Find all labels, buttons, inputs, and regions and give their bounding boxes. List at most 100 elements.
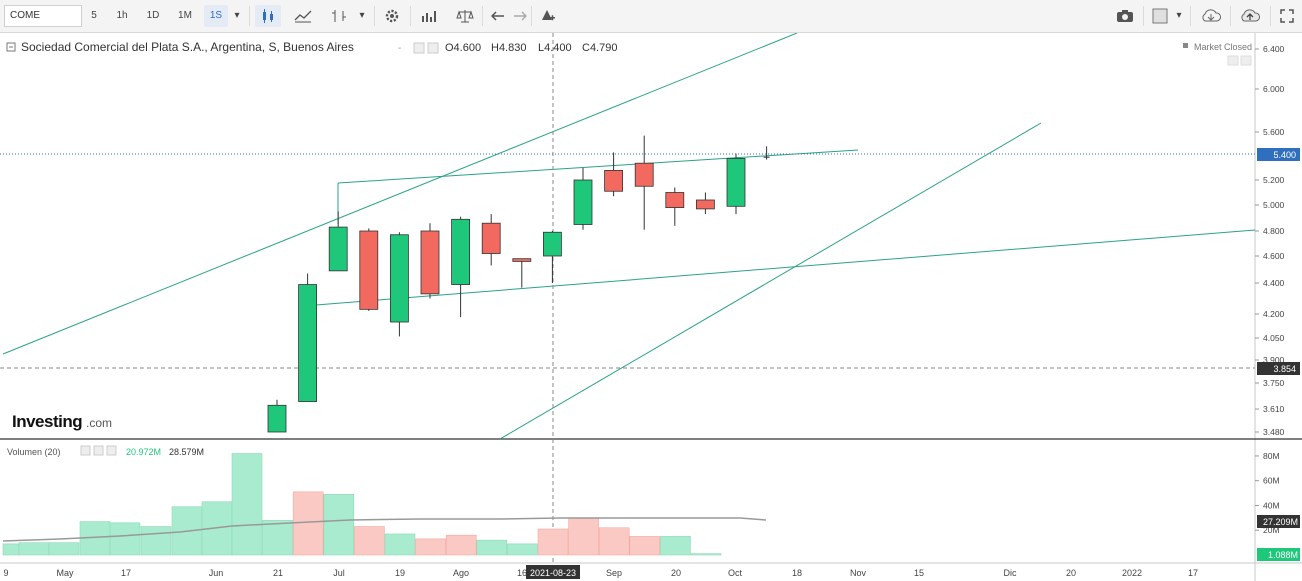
- legend-dropdown-icon[interactable]: ‐: [398, 43, 401, 54]
- indicators-icon[interactable]: [416, 5, 442, 27]
- interval-1h-button[interactable]: 1h: [116, 10, 128, 21]
- volume-bar: [354, 526, 385, 556]
- camera-icon[interactable]: [1112, 5, 1138, 27]
- last-price-badge: 5.400: [1257, 148, 1300, 161]
- volume-ma-line: [2, 517, 767, 542]
- price-tick-label: 3.750: [1263, 378, 1285, 388]
- price-tick-label: 4.600: [1263, 251, 1285, 261]
- legend-title: Sociedad Comercial del Plata S.A., Argen…: [21, 40, 354, 54]
- candle-body[interactable]: [726, 158, 746, 207]
- time-tick-label: 2022: [1122, 568, 1142, 578]
- candle-body[interactable]: [512, 258, 532, 262]
- candles-icon[interactable]: [255, 5, 281, 27]
- volume-bar: [690, 553, 722, 556]
- volume-close-icon[interactable]: [106, 445, 117, 456]
- trendline-top[interactable]: [337, 149, 859, 184]
- time-tick-label: Sep: [606, 568, 622, 578]
- trendline-drawings[interactable]: [2, 33, 1256, 440]
- volume-bar: [109, 522, 141, 556]
- candles-series[interactable]: [267, 135, 770, 433]
- interval-dropdown-icon[interactable]: ▾: [234, 10, 240, 21]
- interval-1s-button[interactable]: 1S: [204, 5, 228, 27]
- market-status: Market Closed: [1194, 42, 1252, 52]
- cloud-download-icon[interactable]: [1196, 5, 1226, 27]
- symbol-input[interactable]: COME: [4, 5, 82, 27]
- scroll-right-icon[interactable]: [1240, 55, 1252, 66]
- volume-bar: [629, 536, 661, 556]
- price-tick-label: 4.200: [1263, 309, 1285, 319]
- price-pane[interactable]: [0, 33, 1255, 439]
- time-tick-label: May: [56, 568, 74, 578]
- time-tick-label: 17: [1188, 568, 1198, 578]
- scroll-left-icon[interactable]: [1227, 55, 1239, 66]
- candle-body[interactable]: [604, 169, 623, 192]
- volume-bar: [18, 542, 50, 556]
- area-chart-icon[interactable]: [290, 5, 316, 27]
- layout-dropdown-icon[interactable]: ▾: [1176, 10, 1182, 21]
- candle-body[interactable]: [298, 284, 318, 402]
- compare-scale-icon[interactable]: [452, 5, 478, 27]
- legend-settings-icon[interactable]: [413, 42, 425, 54]
- volume-legend: Volumen (20) 20.972M 28.579M: [7, 445, 204, 457]
- chart-type-dropdown-icon[interactable]: ▾: [359, 10, 365, 21]
- volume-bar: [445, 534, 477, 556]
- candle-body[interactable]: [481, 222, 501, 254]
- volume-bar: [140, 526, 172, 556]
- legend-close-icon[interactable]: [427, 42, 439, 54]
- candle-body[interactable]: [543, 231, 562, 257]
- volume-bar: [2, 543, 20, 556]
- trendline-steep[interactable]: [499, 122, 1042, 440]
- candle-body[interactable]: [665, 192, 685, 208]
- volume-ma-badge: 27.209M: [1257, 515, 1300, 528]
- candle-body[interactable]: [389, 234, 409, 323]
- volume-bar: [537, 528, 569, 556]
- fullscreen-icon[interactable]: [1276, 5, 1298, 27]
- price-chart[interactable]: 6.400 6.000 5.600 5.200 5.000 4.800 4.600 4.400…: [0, 33, 1302, 581]
- cloud-upload-icon[interactable]: [1235, 5, 1265, 27]
- crosshair-date-badge-text: 2021-08-23: [530, 568, 576, 578]
- candle-body[interactable]: [451, 218, 471, 285]
- trendline-upper-channel[interactable]: [2, 33, 798, 355]
- time-tick-label: Nov: [850, 568, 867, 578]
- time-tick-label: 18: [792, 568, 802, 578]
- price-tick-label: 6.400: [1263, 44, 1285, 54]
- volume-tick-label: 60M: [1263, 476, 1280, 486]
- candle-body[interactable]: [696, 199, 715, 210]
- layout-icon[interactable]: [1148, 5, 1172, 27]
- interval-1d-button[interactable]: 1D: [146, 10, 160, 21]
- time-tick-label: 19: [395, 568, 405, 578]
- legend-low: L4.400: [538, 42, 572, 54]
- crosshair-price-badge-text: 3.854: [1273, 364, 1296, 374]
- candle-body[interactable]: [267, 404, 287, 433]
- redo-icon[interactable]: [509, 5, 531, 27]
- candle-body[interactable]: [634, 162, 654, 187]
- price-tick-label: 5.200: [1263, 175, 1285, 185]
- volume-tick-label: 20M: [1263, 525, 1280, 535]
- candle-body[interactable]: [328, 226, 348, 272]
- logo-name: Investing: [12, 412, 82, 431]
- bars-icon[interactable]: [326, 5, 352, 27]
- collapse-legend-icon[interactable]: [6, 42, 16, 52]
- time-tick-label: 15: [914, 568, 924, 578]
- candle-body[interactable]: [573, 179, 593, 225]
- price-tick-label: 3.900: [1263, 355, 1285, 365]
- time-axis[interactable]: 9 May 17 Jun 21 Jul 19 Ago 16 Sep 20 Oct 18 Nov 15 Dic 2…: [3, 568, 1198, 578]
- candle-body[interactable]: [359, 230, 379, 310]
- volume-axis[interactable]: 80M 60M 40M 20M: [1255, 451, 1280, 535]
- candle-body[interactable]: [420, 230, 440, 295]
- price-tick-label: 5.600: [1263, 127, 1285, 137]
- volume-visibility-icon[interactable]: [80, 445, 91, 456]
- trendline-support[interactable]: [315, 229, 1256, 306]
- legend-high: H4.830: [491, 42, 526, 54]
- time-tick-label: 21: [273, 568, 283, 578]
- interval-5-button[interactable]: 5: [91, 10, 97, 21]
- settings-gear-icon[interactable]: [380, 5, 404, 27]
- volume-settings-icon[interactable]: [93, 445, 104, 456]
- volume-bar: [323, 494, 355, 556]
- undo-icon[interactable]: [487, 5, 509, 27]
- price-axis[interactable]: 6.400 6.000 5.600 5.200 5.000 4.800 4.600 4.400…: [1255, 44, 1285, 437]
- interval-1m-button[interactable]: 1M: [178, 10, 192, 21]
- alert-icon[interactable]: [535, 5, 559, 27]
- volume-series[interactable]: [2, 453, 722, 556]
- time-tick-label: 20: [1066, 568, 1076, 578]
